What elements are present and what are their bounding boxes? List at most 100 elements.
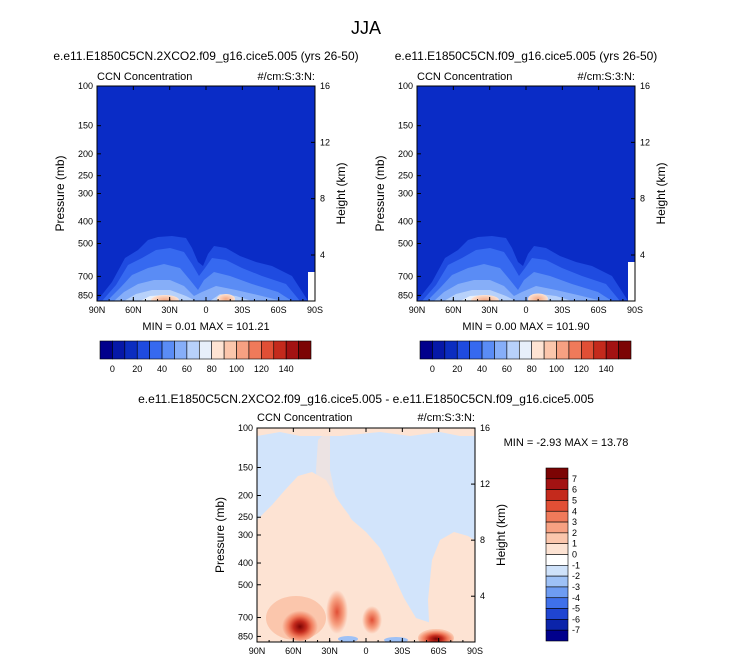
colorbar-label: 6 bbox=[572, 485, 577, 495]
colorbar-swatch bbox=[545, 532, 569, 544]
panel-difference-subtitle-left: CCN Concentration bbox=[257, 412, 352, 424]
colorbar-label: -4 bbox=[572, 593, 580, 603]
panel-difference-field bbox=[257, 428, 475, 642]
colorbar-swatch bbox=[545, 586, 569, 599]
colorbar-swatch bbox=[545, 521, 569, 534]
y2-tick-label: 4 bbox=[480, 591, 485, 601]
x-tick-label: 90S bbox=[627, 305, 643, 315]
colorbar-swatch bbox=[419, 340, 433, 360]
y2-axis-title: Height (km) bbox=[654, 162, 668, 224]
colorbar-swatch bbox=[545, 565, 569, 577]
y-axis-title: Pressure (mb) bbox=[373, 155, 387, 231]
colorbar-label: 60 bbox=[502, 364, 512, 374]
y2-axis-title: Height (km) bbox=[334, 162, 348, 224]
y-tick-label: 100 bbox=[238, 423, 253, 433]
panel-2-axes: 90N 60N 30N 0 30S 60S 90S 100 150 200 250 300 400 500… bbox=[213, 423, 508, 656]
colorbar-swatch bbox=[545, 554, 569, 566]
y-tick-label: 500 bbox=[398, 238, 413, 248]
y-tick-label: 250 bbox=[238, 512, 253, 522]
y2-axis-title: Height (km) bbox=[494, 504, 508, 566]
colorbar-label: -3 bbox=[572, 582, 580, 592]
panel-control-stats: MIN = 0.00 MAX = 101.90 bbox=[462, 321, 589, 333]
colorbar-swatch bbox=[236, 340, 250, 360]
x-tick-label: 90N bbox=[249, 646, 266, 656]
colorbar-swatch bbox=[481, 340, 495, 360]
panel-0-axes: 90N 60N 30N 0 30S 60S 90S 100 150 200 250 300 400 500… bbox=[53, 81, 348, 315]
x-tick-label: 60S bbox=[431, 646, 447, 656]
colorbar-swatch bbox=[545, 489, 569, 501]
x-tick-label: 60N bbox=[285, 646, 302, 656]
y2-tick-label: 16 bbox=[320, 81, 330, 91]
colorbar-swatch bbox=[545, 467, 569, 480]
colorbar-label: 40 bbox=[477, 364, 487, 374]
colorbar-swatch bbox=[545, 575, 569, 588]
x-tick-label: 30S bbox=[394, 646, 410, 656]
x-tick-label: 30N bbox=[481, 305, 498, 315]
colorbar-swatch bbox=[545, 597, 569, 609]
colorbar-swatch bbox=[545, 543, 569, 555]
x-tick-label: 90S bbox=[467, 646, 483, 656]
colorbar-label: -2 bbox=[572, 571, 580, 581]
y-tick-label: 150 bbox=[78, 121, 93, 131]
colorbar-label: 7 bbox=[572, 474, 577, 484]
x-tick-label: 0 bbox=[523, 305, 528, 315]
colorbar-swatch bbox=[545, 619, 569, 631]
y-tick-label: 500 bbox=[78, 238, 93, 248]
colorbar-label: 120 bbox=[254, 364, 269, 374]
y-tick-label: 150 bbox=[238, 462, 253, 472]
y2-tick-label: 12 bbox=[320, 137, 330, 147]
colorbar-label: 0 bbox=[572, 550, 577, 560]
panel-control-title: e.e11.E1850C5CN.f09_g16.cice5.005 (yrs 2… bbox=[395, 49, 658, 63]
panel-difference-title: e.e11.E1850C5CN.2XCO2.f09_g16.cice5.005 … bbox=[138, 392, 594, 406]
x-tick-label: 90S bbox=[307, 305, 323, 315]
colorbar-label: 5 bbox=[572, 495, 577, 505]
colorbar-swatch bbox=[545, 500, 569, 512]
colorbar-swatch bbox=[261, 340, 275, 360]
y-tick-label: 250 bbox=[398, 171, 413, 181]
panel-control-subtitle-right: #/cm:S:3:N: bbox=[578, 71, 635, 83]
colorbar-swatch bbox=[545, 478, 569, 490]
panel-control-field bbox=[417, 86, 635, 301]
y-tick-label: 100 bbox=[78, 81, 93, 91]
panel-difference: e.e11.E1850C5CN.2XCO2.f09_g16.cice5.005 … bbox=[138, 392, 628, 643]
x-tick-label: 0 bbox=[363, 646, 368, 656]
x-tick-label: 90N bbox=[409, 305, 426, 315]
colorbar-swatch bbox=[545, 629, 569, 642]
colorbar-label: 80 bbox=[527, 364, 537, 374]
colorbar-label: 0 bbox=[110, 364, 115, 374]
colorbar-label: 2 bbox=[572, 528, 577, 538]
colorbar-swatch bbox=[531, 340, 545, 360]
y-tick-label: 700 bbox=[78, 271, 93, 281]
colorbar-swatch bbox=[223, 340, 237, 360]
colorbar-swatch bbox=[545, 608, 569, 620]
colorbar-label: -6 bbox=[572, 614, 580, 624]
x-tick-label: 30S bbox=[554, 305, 570, 315]
colorbar-swatch bbox=[149, 340, 163, 360]
y-tick-label: 700 bbox=[398, 271, 413, 281]
y-tick-label: 400 bbox=[78, 217, 93, 227]
x-tick-label: 60S bbox=[271, 305, 287, 315]
colorbar-swatch bbox=[605, 340, 619, 360]
panel-difference-subtitle-right: #/cm:S:3:N: bbox=[418, 412, 475, 424]
panel-control: e.e11.E1850C5CN.f09_g16.cice5.005 (yrs 2… bbox=[395, 49, 658, 302]
colorbar-label: 40 bbox=[157, 364, 167, 374]
colorbar-swatch bbox=[186, 340, 200, 360]
colorbar-swatch bbox=[285, 340, 299, 360]
x-tick-label: 30N bbox=[321, 646, 338, 656]
y-axis-title: Pressure (mb) bbox=[53, 155, 67, 231]
y2-tick-label: 8 bbox=[320, 194, 325, 204]
colorbar-swatch bbox=[518, 340, 533, 360]
colorbar-label: 140 bbox=[599, 364, 614, 374]
y-tick-label: 200 bbox=[78, 149, 93, 159]
colorbar-swatch bbox=[161, 340, 175, 360]
colorbar-swatch bbox=[456, 340, 470, 360]
panel-2xco2-field bbox=[97, 86, 315, 301]
y-tick-label: 850 bbox=[238, 631, 253, 641]
colorbar-2xco2: 0 20 40 60 80 100 120 140 bbox=[99, 340, 312, 374]
colorbar-swatch bbox=[211, 340, 225, 360]
x-tick-label: 90N bbox=[89, 305, 106, 315]
colorbar-label: -7 bbox=[572, 625, 580, 635]
colorbar-label: 140 bbox=[279, 364, 294, 374]
